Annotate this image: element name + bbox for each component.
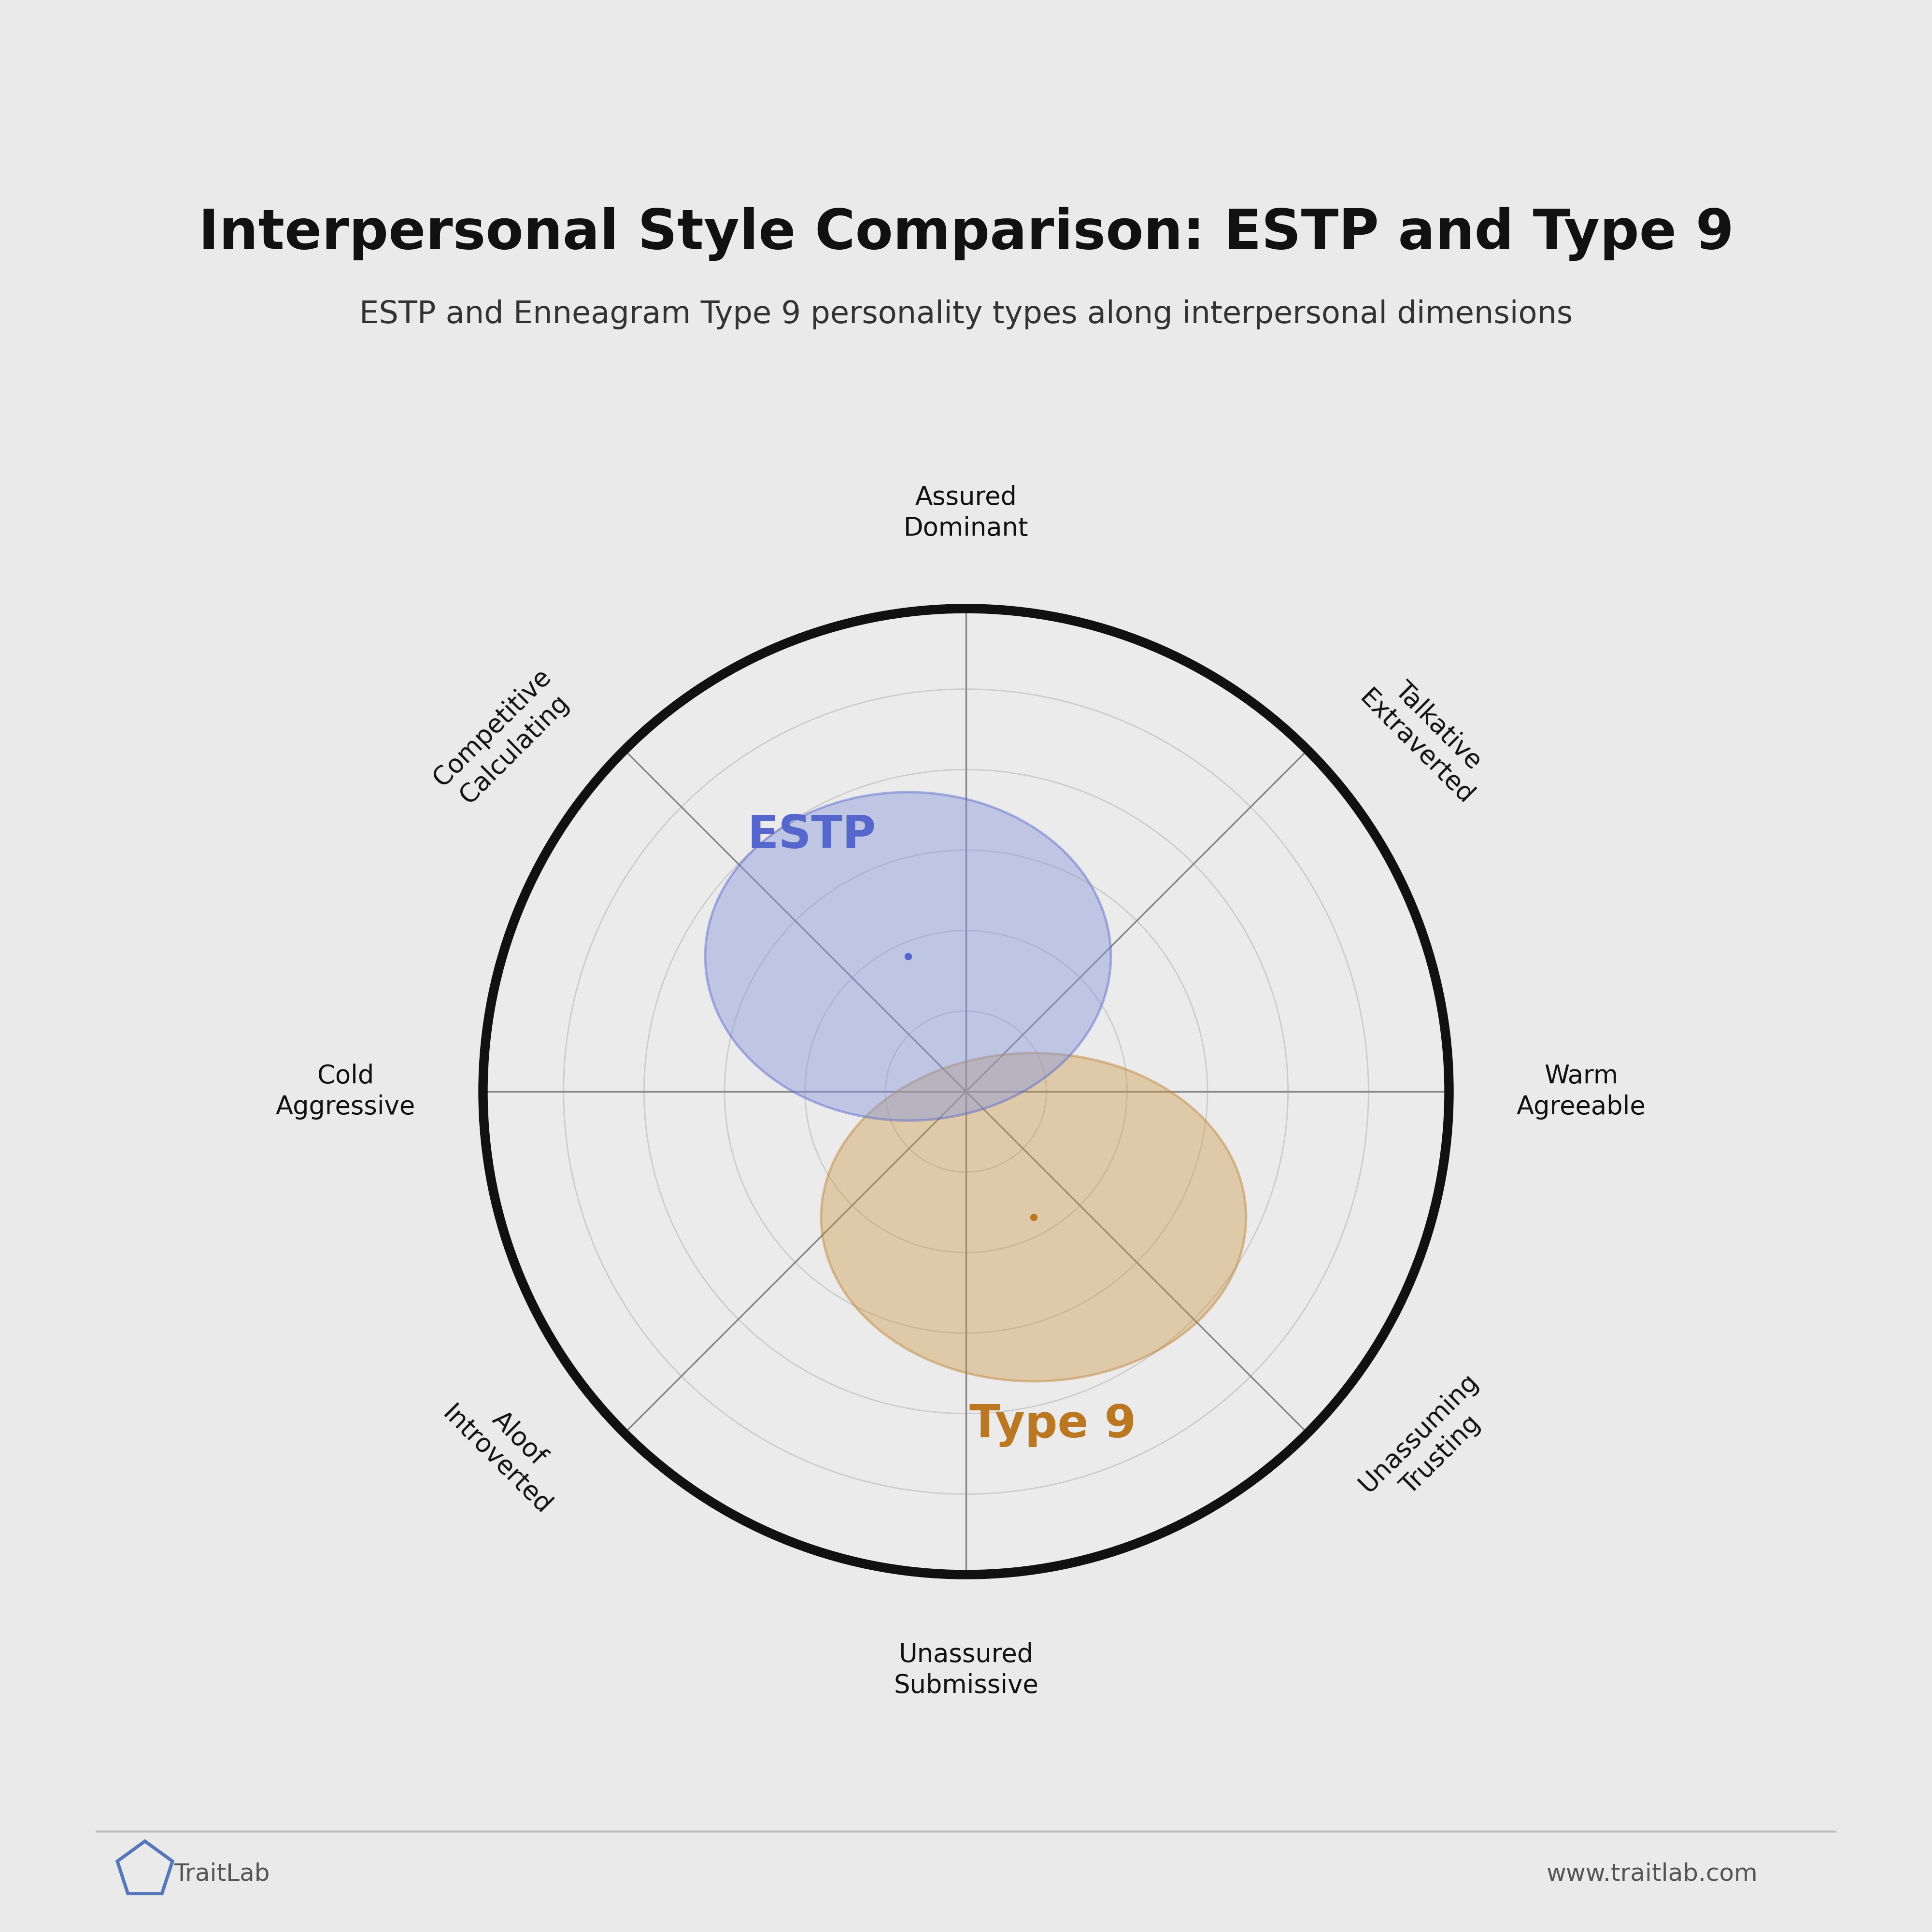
Text: Interpersonal Style Comparison: ESTP and Type 9: Interpersonal Style Comparison: ESTP and… bbox=[199, 207, 1733, 261]
Text: ESTP and Enneagram Type 9 personality types along interpersonal dimensions: ESTP and Enneagram Type 9 personality ty… bbox=[359, 299, 1573, 328]
Text: Unassured
Submissive: Unassured Submissive bbox=[895, 1642, 1037, 1698]
Text: www.traitlab.com: www.traitlab.com bbox=[1548, 1862, 1758, 1886]
Text: Type 9: Type 9 bbox=[970, 1403, 1136, 1447]
Ellipse shape bbox=[705, 792, 1111, 1121]
Text: Cold
Aggressive: Cold Aggressive bbox=[276, 1063, 415, 1121]
Text: Warm
Agreeable: Warm Agreeable bbox=[1517, 1063, 1646, 1121]
Ellipse shape bbox=[821, 1053, 1246, 1381]
Text: Aloof
Introverted: Aloof Introverted bbox=[439, 1379, 578, 1519]
Text: ESTP: ESTP bbox=[748, 813, 875, 858]
Circle shape bbox=[483, 609, 1449, 1575]
Text: TraitLab: TraitLab bbox=[174, 1862, 270, 1886]
Text: Competitive
Calculating: Competitive Calculating bbox=[429, 665, 578, 813]
Text: Unassuming
Trusting: Unassuming Trusting bbox=[1354, 1368, 1505, 1519]
Text: Talkative
Extraverted: Talkative Extraverted bbox=[1354, 665, 1499, 810]
Text: Assured
Dominant: Assured Dominant bbox=[904, 485, 1028, 541]
